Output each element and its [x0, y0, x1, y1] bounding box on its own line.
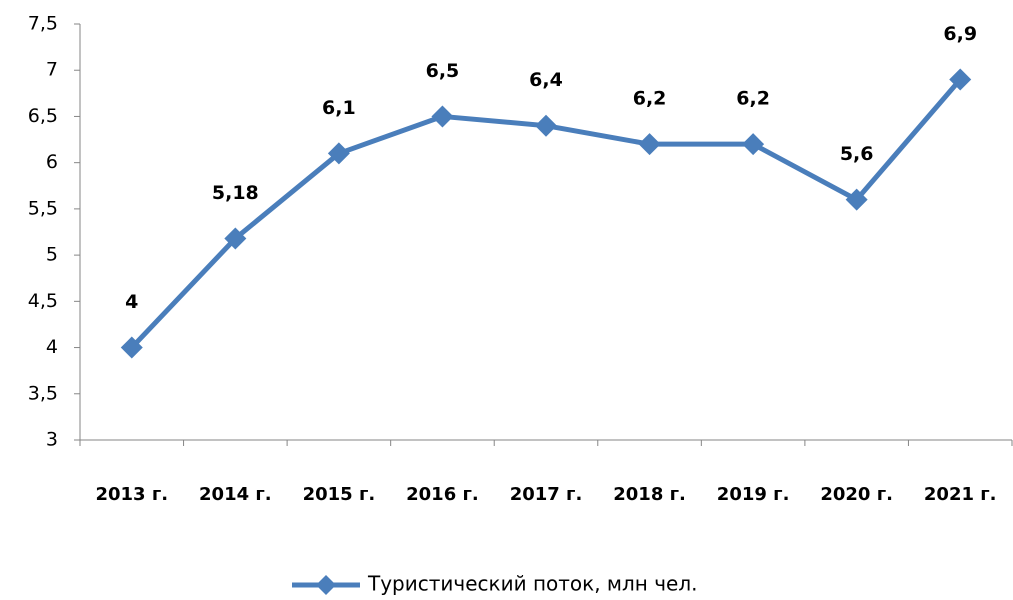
- data-label: 5,6: [840, 143, 874, 165]
- x-tick-label: 2015 г.: [303, 484, 376, 505]
- point-marker: [327, 142, 350, 165]
- y-tick-label: 6,5: [28, 105, 58, 127]
- data-label: 4: [125, 291, 138, 313]
- legend-marker: [316, 575, 336, 595]
- data-label: 6,2: [736, 88, 770, 110]
- y-tick-label: 6: [46, 151, 58, 173]
- x-tick-label: 2016 г.: [406, 484, 479, 505]
- point-marker: [431, 105, 454, 128]
- y-tick-label: 3,5: [28, 382, 58, 404]
- point-marker: [845, 188, 868, 211]
- data-label: 6,2: [633, 88, 667, 110]
- x-tick-label: 2014 г.: [199, 484, 272, 505]
- y-tick-label: 4,5: [28, 290, 58, 312]
- y-tick-label: 7,5: [28, 13, 58, 35]
- y-tick-label: 4: [46, 336, 58, 358]
- point-marker: [638, 133, 661, 156]
- x-tick-label: 2013 г.: [95, 484, 168, 505]
- data-label: 6,5: [426, 60, 460, 82]
- x-tick-label: 2020 г.: [820, 484, 893, 505]
- data-label: 5,18: [212, 182, 259, 204]
- y-tick-label: 5: [46, 244, 58, 266]
- y-tick-label: 7: [46, 59, 58, 81]
- data-label: 6,9: [943, 23, 977, 45]
- x-tick-label: 2018 г.: [613, 484, 686, 505]
- y-tick-label: 5,5: [28, 197, 58, 219]
- point-marker: [742, 133, 765, 156]
- point-marker: [949, 68, 972, 91]
- point-marker: [535, 114, 557, 137]
- point-marker: [224, 227, 247, 250]
- x-tick-label: 2019 г.: [717, 484, 790, 505]
- x-tick-label: 2021 г.: [924, 484, 997, 505]
- data-label: 6,4: [529, 69, 563, 91]
- x-tick-label: 2017 г.: [510, 484, 583, 505]
- y-tick-label: 3: [46, 429, 58, 451]
- data-label: 6,1: [322, 97, 356, 119]
- point-marker: [120, 336, 143, 359]
- legend-label: Туристический поток, млн чел.: [367, 572, 698, 596]
